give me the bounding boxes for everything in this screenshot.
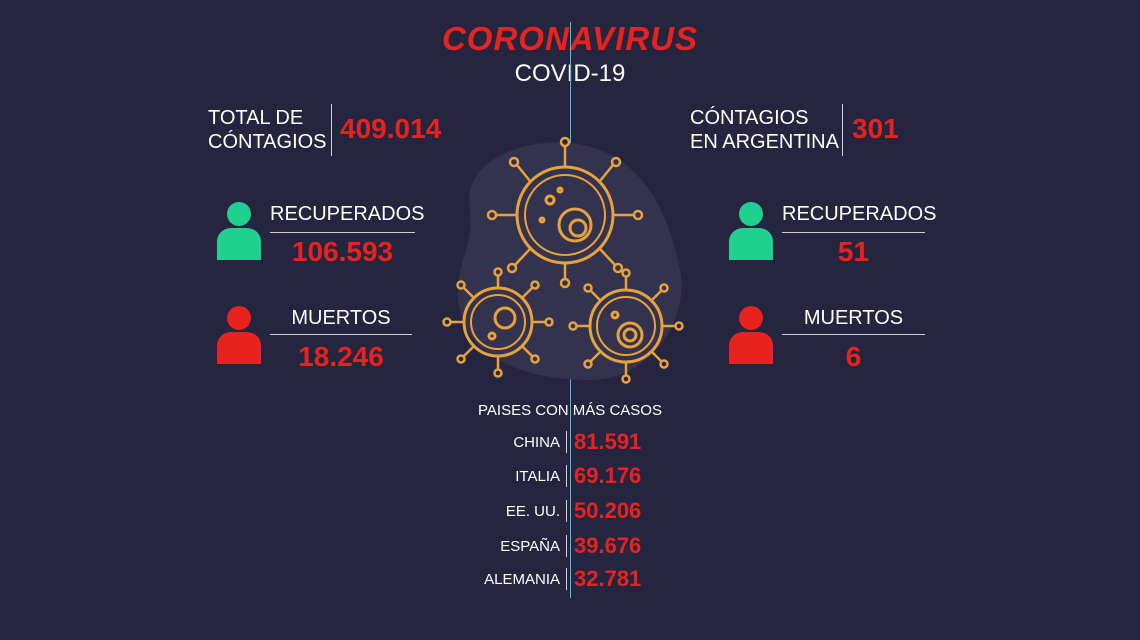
person-deceased-icon <box>729 306 773 364</box>
world-deaths-rule <box>270 334 412 335</box>
world-recovered-label: RECUPERADOS <box>270 203 425 225</box>
country-value: 50.206 <box>574 498 642 523</box>
page-title: CORONAVIRUS <box>441 20 699 57</box>
person-deceased-icon <box>217 306 261 364</box>
country-divider <box>566 535 567 557</box>
country-name: ALEMANIA <box>484 571 560 588</box>
country-value: 81.591 <box>574 429 642 454</box>
world-total-divider <box>331 104 332 156</box>
world-deaths-label: MUERTOS <box>291 307 391 329</box>
world-recovered-value: 106.593 <box>291 236 394 267</box>
world-total-label-line1: TOTAL DE <box>208 107 304 129</box>
country-value: 39.676 <box>574 533 642 558</box>
country-value: 32.781 <box>574 566 642 591</box>
argentina-total-label-line1: CÓNTAGIOS <box>690 107 809 129</box>
country-name: CHINA <box>513 434 560 451</box>
argentina-total-label: CÓNTAGIOS EN ARGENTINA <box>690 106 839 154</box>
virus-icon <box>442 136 684 384</box>
person-recovered-icon <box>729 202 773 260</box>
world-recovered-rule <box>270 232 415 233</box>
country-name: ESPAÑA <box>500 538 560 555</box>
country-name: EE. UU. <box>505 503 560 520</box>
country-divider <box>566 568 567 590</box>
argentina-total-divider <box>842 104 843 156</box>
world-total-value: 409.014 <box>340 113 442 144</box>
argentina-total-value: 301 <box>852 113 899 144</box>
argentina-recovered-label: RECUPERADOS <box>782 203 937 225</box>
argentina-deaths-label: MUERTOS <box>803 307 904 329</box>
world-deaths-value: 18.246 <box>298 341 384 372</box>
world-total-label-line2: CÓNTAGIOS <box>208 131 327 153</box>
country-value: 69.176 <box>574 463 642 488</box>
argentina-deaths-rule <box>782 334 925 335</box>
world-total-label: TOTAL DE CÓNTAGIOS <box>208 106 327 154</box>
argentina-recovered-value: 51 <box>837 236 870 267</box>
page-subtitle: COVID-19 <box>514 60 626 87</box>
argentina-deaths-value: 6 <box>845 341 862 372</box>
argentina-total-label-line2: EN ARGENTINA <box>690 131 839 153</box>
virus-illustration <box>442 136 684 384</box>
country-name: ITALIA <box>515 468 560 485</box>
country-divider <box>566 431 567 453</box>
countries-title: PAISES CON MÁS CASOS <box>478 402 662 419</box>
person-recovered-icon <box>217 202 261 260</box>
country-divider <box>566 465 567 487</box>
country-divider <box>566 500 567 522</box>
argentina-recovered-rule <box>782 232 925 233</box>
